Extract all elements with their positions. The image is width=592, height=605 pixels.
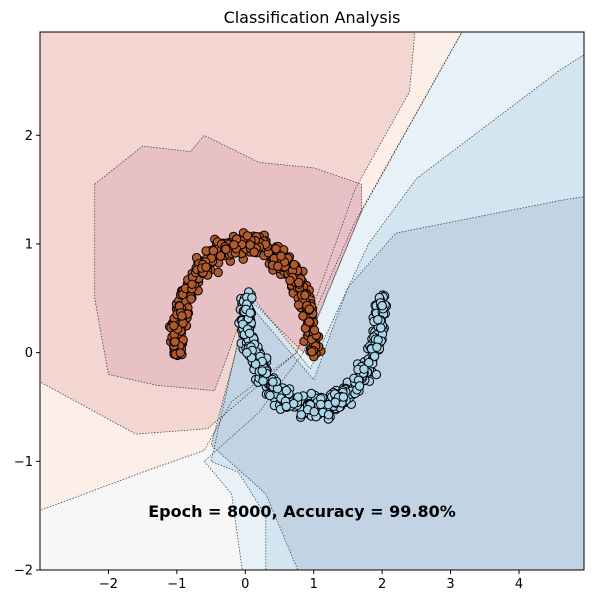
- data-point-class1: [258, 376, 268, 386]
- data-point-class0: [229, 240, 239, 250]
- x-tick-label: 0: [241, 577, 249, 592]
- data-point-class0: [307, 347, 317, 357]
- data-point-class1: [265, 390, 275, 401]
- data-point-class0: [293, 300, 304, 310]
- data-point-class0: [249, 247, 259, 257]
- data-point-class1: [268, 377, 278, 387]
- data-point-class1: [247, 293, 257, 303]
- data-point-class1: [359, 364, 369, 374]
- chart-title: Classification Analysis: [224, 8, 401, 27]
- region-class1-mid-boundary: [210, 54, 584, 570]
- data-point-class1: [372, 342, 382, 352]
- data-point-class1: [242, 348, 252, 358]
- data-point-class0: [208, 246, 219, 256]
- data-point-class1: [371, 369, 382, 380]
- y-axis: −2 −1 0 1 2: [14, 129, 40, 579]
- data-point-class0: [169, 321, 179, 331]
- data-point-class0: [215, 251, 226, 261]
- region-class0-light-boundary: [40, 32, 463, 511]
- data-point-class1: [293, 392, 303, 402]
- data-point-class1: [281, 401, 291, 412]
- contour-lines: [40, 32, 584, 570]
- data-point-class0: [201, 262, 211, 272]
- region-class1-light-boundary: [203, 32, 463, 570]
- data-point-class1: [296, 410, 306, 420]
- data-point-class0: [221, 244, 231, 254]
- region-class0-mid-boundary: [40, 32, 416, 435]
- y-tick-label: −1: [14, 455, 33, 470]
- data-point-class1: [376, 323, 386, 333]
- data-point-class0: [304, 317, 314, 327]
- data-point-class0: [175, 348, 186, 358]
- data-point-class0: [289, 259, 299, 270]
- data-point-class1: [306, 388, 316, 399]
- region-class1-strong: [211, 196, 584, 570]
- data-point-class1: [257, 366, 267, 376]
- data-point-class0: [213, 267, 223, 278]
- data-point-class0: [285, 275, 295, 286]
- data-point-class1: [369, 351, 380, 361]
- data-point-class0: [304, 304, 314, 314]
- data-point-class0: [309, 325, 320, 335]
- data-point-class0: [273, 261, 283, 271]
- data-point-class0: [170, 337, 180, 347]
- data-point-class0: [298, 311, 308, 321]
- data-point-class1: [323, 410, 334, 420]
- y-tick-label: 1: [25, 237, 33, 252]
- x-axis: −2 −1 0 1 2 3 4: [99, 570, 523, 592]
- data-point-class0: [245, 240, 255, 250]
- x-tick-label: 1: [310, 577, 318, 592]
- x-tick-label: 4: [515, 577, 523, 592]
- plot-area: [40, 32, 584, 570]
- x-tick-label: 3: [446, 577, 454, 592]
- data-point-class1: [244, 328, 255, 338]
- data-point-class1: [373, 315, 383, 325]
- x-tick-label: −2: [99, 577, 118, 592]
- data-point-class1: [316, 399, 326, 410]
- data-point-class1: [364, 357, 374, 368]
- data-point-class0: [177, 311, 187, 321]
- x-tick-label: −1: [167, 577, 186, 592]
- data-point-class1: [245, 308, 255, 318]
- region-class0-strong-boundary: [94, 134, 362, 392]
- y-tick-label: 2: [25, 129, 33, 144]
- data-point-class1: [354, 381, 365, 391]
- accuracy-annotation: Epoch = 8000, Accuracy = 99.80%: [148, 502, 456, 521]
- data-point-class1: [338, 392, 349, 402]
- data-point-class0: [294, 277, 304, 288]
- x-tick-label: 2: [378, 577, 386, 592]
- data-point-class0: [300, 290, 310, 300]
- y-tick-label: −2: [14, 564, 33, 579]
- data-point-class1: [330, 397, 340, 407]
- data-point-class1: [281, 385, 291, 396]
- data-point-class1: [309, 407, 319, 417]
- data-point-class0: [276, 251, 286, 261]
- data-point-class0: [242, 231, 253, 241]
- data-point-class1: [377, 301, 387, 311]
- data-point-class0: [271, 244, 281, 254]
- y-tick-label: 0: [25, 346, 33, 361]
- data-points: [165, 228, 392, 424]
- data-point-class0: [187, 279, 197, 289]
- plot-frame: [39, 31, 585, 571]
- data-point-class0: [186, 294, 196, 304]
